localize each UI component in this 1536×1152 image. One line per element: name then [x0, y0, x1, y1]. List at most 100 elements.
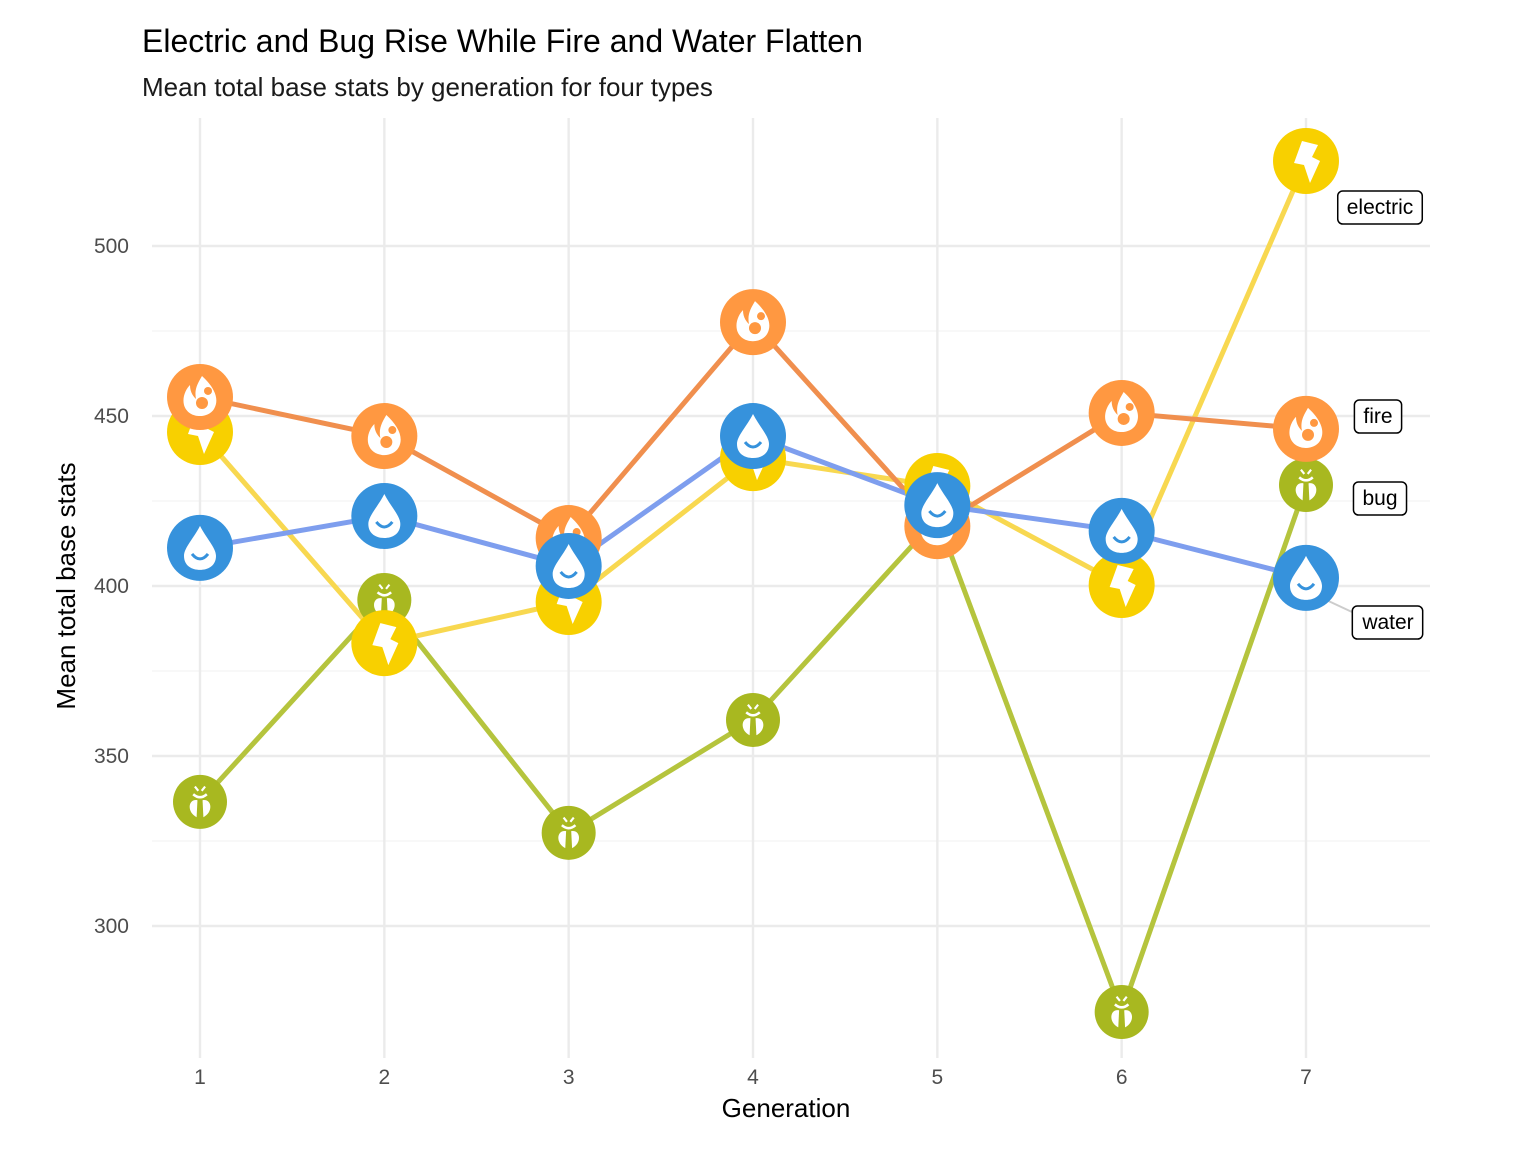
flame-icon [736, 301, 770, 342]
data-point-fire [1088, 379, 1155, 446]
flame-hole [380, 436, 393, 449]
bug-head [192, 793, 208, 799]
chart-subtitle: Mean total base stats by generation for … [142, 72, 713, 102]
data-point-fire [351, 403, 418, 470]
gridlines [152, 118, 1430, 1058]
series-label-box [1336, 190, 1424, 225]
water-drop-icon [921, 483, 954, 528]
flame-shape [367, 415, 401, 456]
bug-antennae [562, 816, 575, 823]
flame-shape [736, 301, 770, 342]
x-tick-label: 1 [194, 1066, 206, 1089]
series-label-box [1353, 399, 1403, 434]
bug-wing [1124, 1010, 1133, 1028]
x-tick-label: 2 [378, 1066, 390, 1089]
series-points [167, 128, 1339, 1040]
flame-hole [1310, 418, 1318, 427]
bug-wing [571, 830, 580, 849]
bug-head [745, 711, 761, 717]
point-marker [1094, 985, 1149, 1040]
flame-shape [1289, 407, 1323, 448]
series-label-fire: fire [1353, 399, 1403, 434]
drop-shape [552, 543, 585, 588]
series-label-text: water [1361, 611, 1413, 634]
bolt-shape [1294, 141, 1320, 183]
data-point-water [904, 472, 971, 539]
drop-highlight [1112, 535, 1131, 544]
water-drop-icon [1290, 555, 1322, 600]
series-label-box [1351, 605, 1424, 640]
bug-icon [189, 785, 211, 818]
flame-icon [183, 375, 217, 417]
y-tick-label: 400 [94, 575, 129, 598]
bug-icon [558, 816, 580, 849]
lightning-icon [372, 623, 399, 666]
data-point-bug [726, 692, 780, 747]
series-label-electric: electric [1336, 190, 1424, 225]
bug-wing [202, 800, 211, 818]
y-tick-label: 350 [94, 745, 129, 768]
data-point-water [167, 514, 233, 581]
water-drop-icon [552, 543, 585, 588]
bug-wing [755, 718, 764, 736]
flame-icon [367, 415, 401, 456]
bug-icon [742, 703, 764, 736]
flame-hole [196, 396, 208, 409]
point-marker [726, 692, 780, 747]
water-drop-icon [1105, 508, 1138, 553]
water-drop-icon [737, 414, 769, 459]
bug-antennae [194, 785, 206, 792]
y-tick-label: 300 [94, 915, 129, 938]
series-label-text: fire [1363, 405, 1392, 428]
bug-head [1114, 1003, 1130, 1009]
drop-shape [368, 493, 401, 538]
bug-head [1298, 476, 1314, 482]
data-point-bug [541, 805, 596, 860]
flame-hole [1117, 412, 1130, 425]
data-point-bug [1279, 458, 1333, 513]
y-tick-label: 450 [94, 405, 129, 428]
data-point-fire [720, 289, 786, 356]
drop-highlight [190, 552, 210, 561]
bug-wing [1295, 483, 1304, 501]
bug-antennae [1115, 996, 1128, 1002]
lightning-icon [1294, 141, 1320, 183]
bug-wing [742, 718, 751, 736]
series-label-text: bug [1362, 487, 1397, 510]
data-point-water [720, 403, 786, 470]
x-axis-ticks: 1 2 3 4 5 6 7 [194, 1066, 1312, 1089]
y-axis-ticks: 300 350 400 450 500 [94, 235, 129, 938]
data-point-fire [167, 363, 233, 430]
flame-hole [757, 312, 765, 321]
data-point-water [1088, 497, 1155, 564]
drop-highlight [1296, 582, 1316, 591]
y-tick-label: 500 [94, 235, 129, 258]
bug-antennae [1300, 469, 1312, 475]
x-tick-label: 4 [747, 1066, 759, 1089]
bug-antennae [378, 583, 391, 590]
bug-head [376, 591, 392, 597]
data-point-water [1273, 544, 1339, 611]
lightning-icon [1109, 564, 1136, 607]
x-tick-label: 5 [931, 1066, 943, 1089]
bug-wing [189, 800, 198, 818]
drop-highlight [928, 510, 947, 518]
flame-hole [388, 426, 397, 435]
x-tick-label: 3 [563, 1066, 575, 1089]
data-point-bug [173, 774, 227, 829]
water-drop-icon [368, 493, 401, 538]
data-point-electric [351, 610, 418, 677]
x-axis-title: Generation [722, 1093, 851, 1123]
drop-shape [1290, 555, 1322, 600]
drop-shape [1105, 508, 1138, 553]
series-label-text: electric [1347, 196, 1414, 219]
drop-highlight [375, 520, 394, 529]
series-label-water: water [1351, 605, 1424, 640]
bug-head [561, 824, 577, 830]
y-axis-title: Mean total base stats [51, 462, 81, 709]
drop-shape [737, 414, 769, 459]
bug-antennae [747, 703, 759, 710]
bug-icon [1295, 469, 1317, 501]
flame-hole [1125, 402, 1134, 411]
